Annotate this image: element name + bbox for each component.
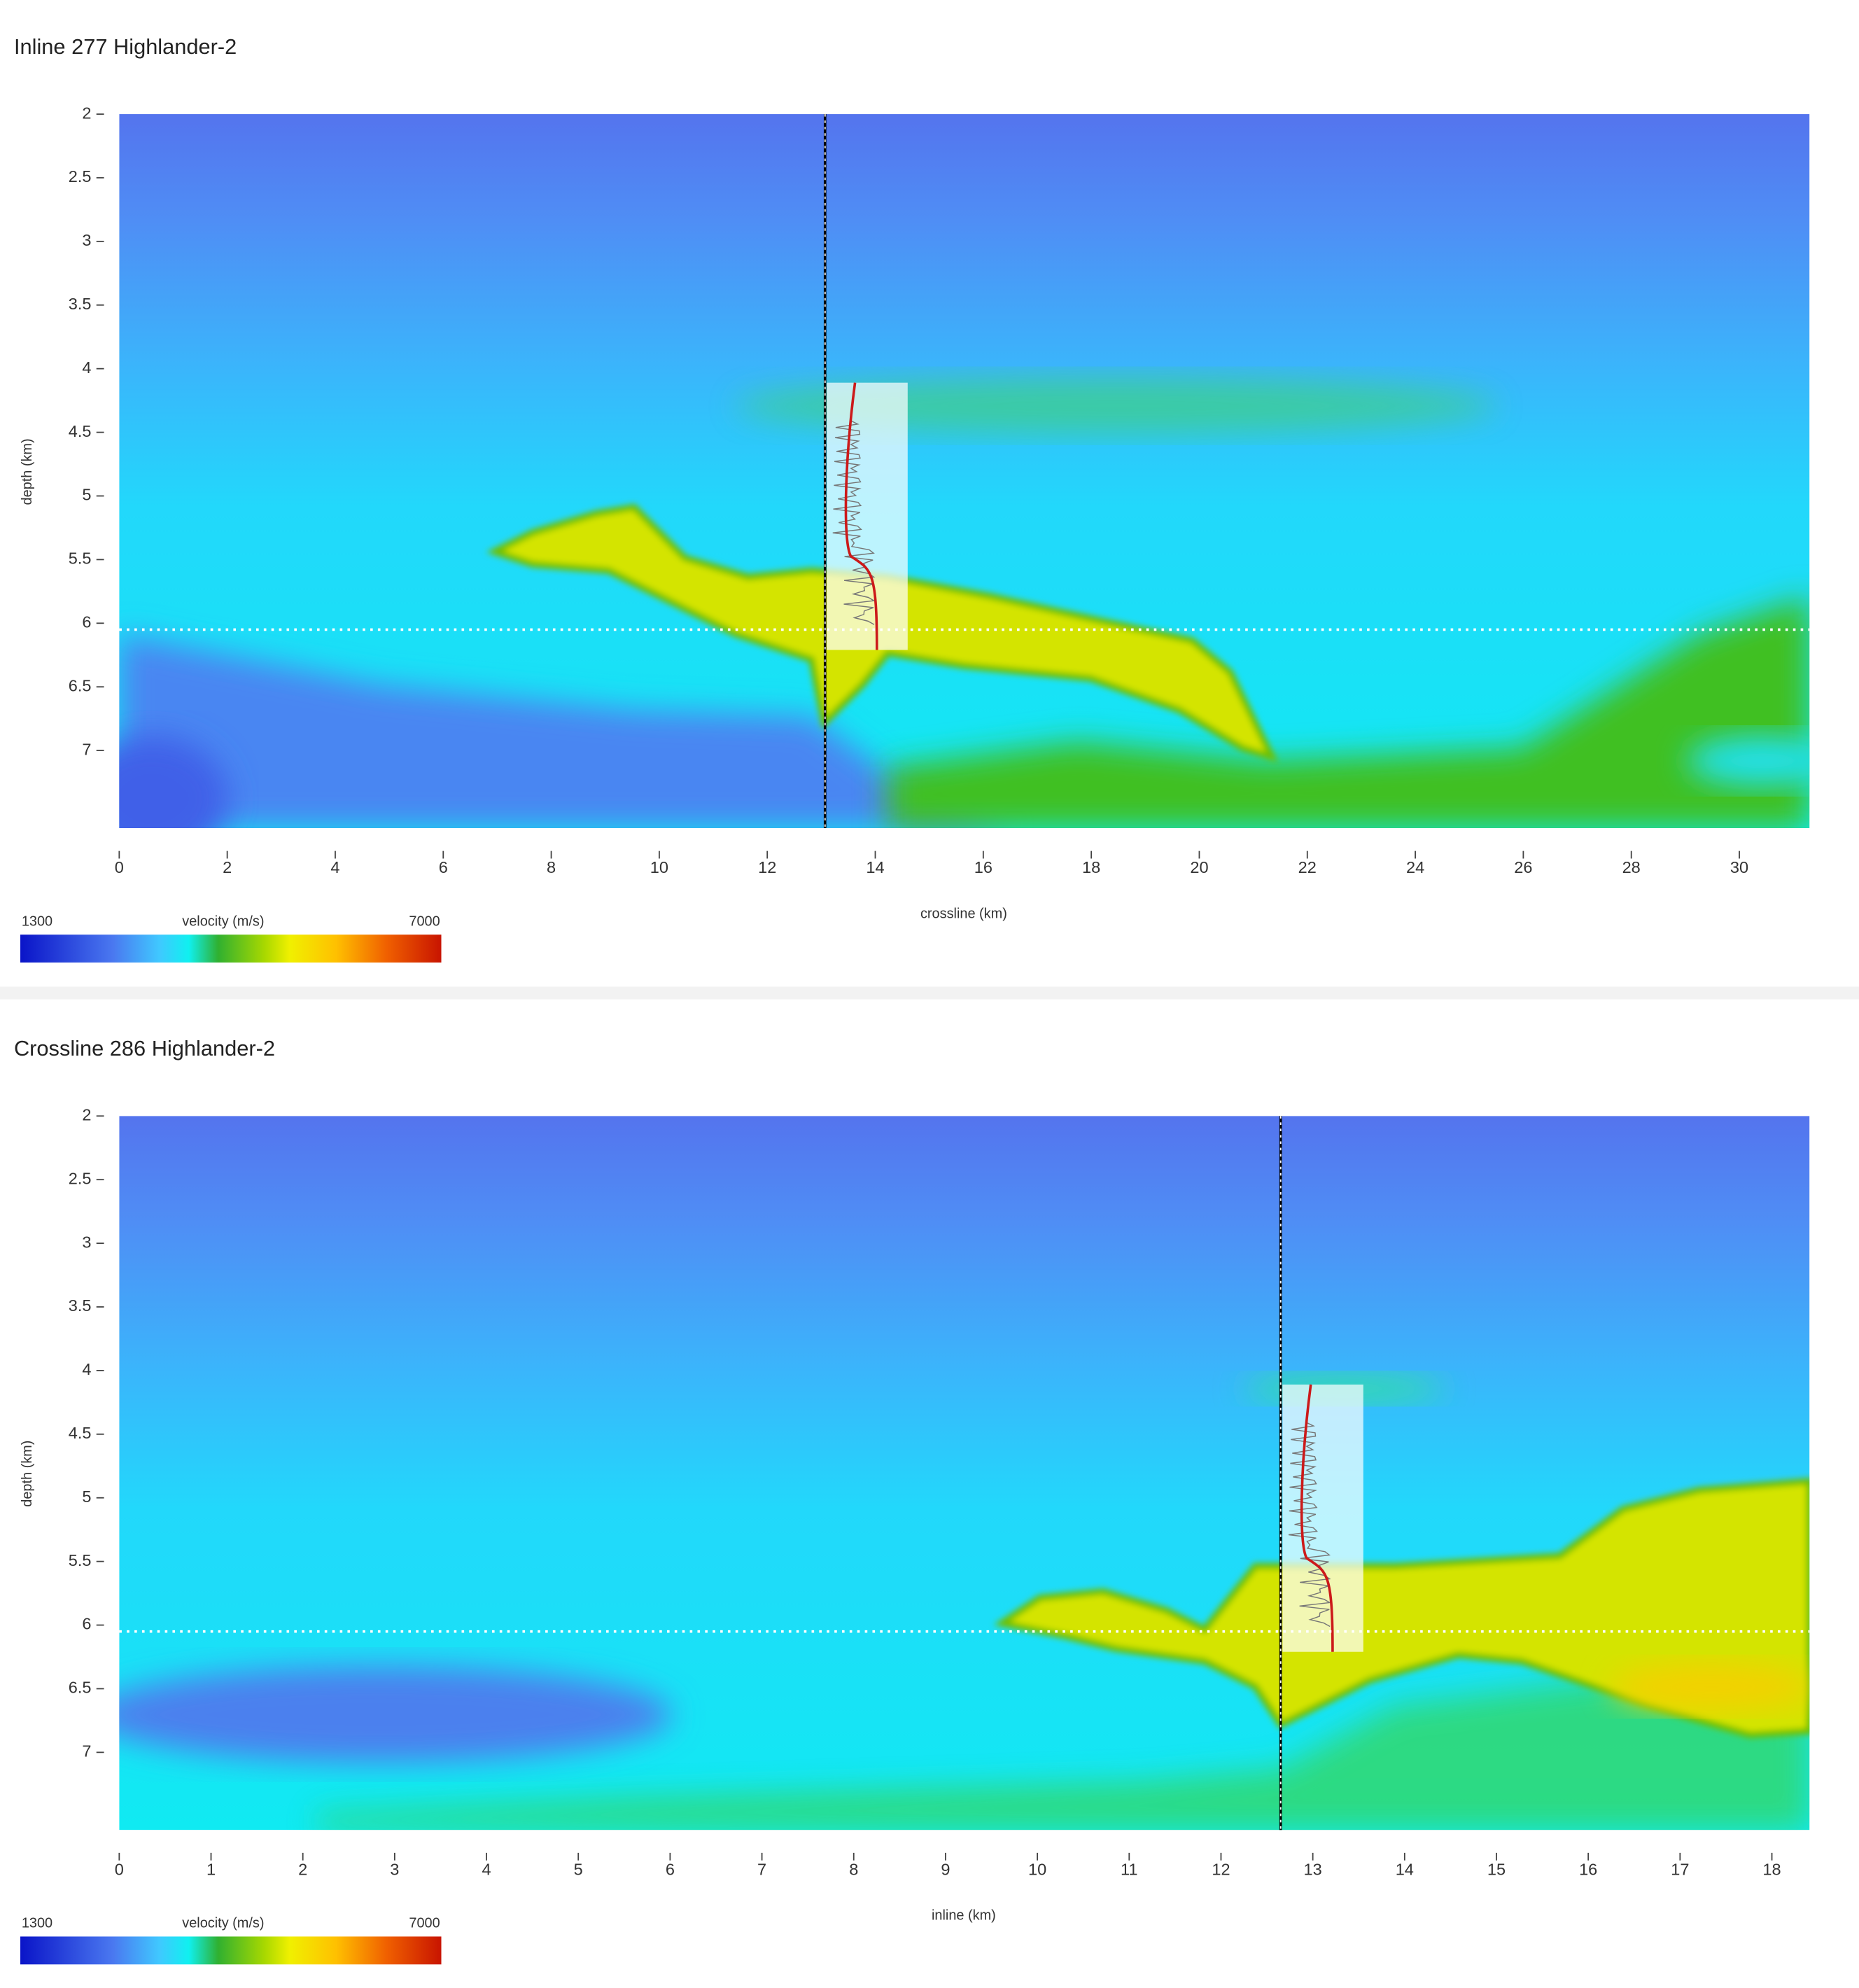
x-tick-label: 3 bbox=[390, 1860, 399, 1878]
y-tick-label: 2.5 bbox=[69, 1169, 92, 1187]
x-tick-label: 4 bbox=[330, 858, 339, 876]
colorbar bbox=[20, 934, 442, 963]
x-tick-label: 4 bbox=[482, 1860, 491, 1878]
x-tick-label: 28 bbox=[1622, 858, 1641, 876]
colorbar-min: 1300 bbox=[22, 913, 52, 929]
x-tick-label: 1 bbox=[206, 1860, 216, 1878]
y-tick-label: 6.5 bbox=[69, 1679, 92, 1697]
x-tick-label: 10 bbox=[1028, 1860, 1046, 1878]
y-tick-label: 5.5 bbox=[69, 1551, 92, 1569]
x-tick-label: 30 bbox=[1730, 858, 1748, 876]
y-tick-label: 3.5 bbox=[69, 1296, 92, 1315]
x-tick-label: 9 bbox=[941, 1860, 950, 1878]
x-tick-label: 15 bbox=[1487, 1860, 1506, 1878]
y-tick-label: 6.5 bbox=[69, 676, 92, 694]
x-tick-label: 0 bbox=[115, 1860, 124, 1878]
x-tick-label: 2 bbox=[298, 1860, 307, 1878]
colorbar bbox=[20, 1936, 442, 1965]
y-tick-label: 4 bbox=[82, 358, 91, 377]
x-tick-label: 10 bbox=[650, 858, 668, 876]
colorbar-title: velocity (m/s) bbox=[182, 913, 264, 929]
x-tick-label: 2 bbox=[223, 858, 232, 876]
x-tick-label: 12 bbox=[1212, 1860, 1230, 1878]
y-tick-label: 4 bbox=[82, 1360, 91, 1378]
x-tick-label: 6 bbox=[439, 858, 448, 876]
x-tick-label: 16 bbox=[974, 858, 992, 876]
x-tick-label: 16 bbox=[1579, 1860, 1597, 1878]
chart-panel: Crossline 286 Highlander-2 2 2.5 3 3.5 4 4.5 5 5… bbox=[14, 1036, 1810, 1965]
y-tick-label: 6 bbox=[82, 1615, 91, 1633]
y-tick-label: 7 bbox=[82, 1742, 91, 1760]
heatmap bbox=[119, 114, 1810, 829]
colorbar-max: 7000 bbox=[409, 1916, 440, 1931]
chart-title: Inline 277 Highlander-2 bbox=[14, 34, 237, 59]
y-tick-label: 3 bbox=[82, 1233, 91, 1251]
x-tick-label: 17 bbox=[1671, 1860, 1689, 1878]
x-tick-label: 14 bbox=[866, 858, 884, 876]
x-tick-label: 26 bbox=[1514, 858, 1532, 876]
y-tick-label: 5 bbox=[82, 1488, 91, 1506]
y-tick-label: 3 bbox=[82, 231, 91, 249]
x-tick-label: 8 bbox=[849, 1860, 858, 1878]
colorbar-max: 7000 bbox=[409, 913, 440, 929]
heatmap bbox=[119, 1116, 1810, 1830]
x-tick-label: 12 bbox=[758, 858, 776, 876]
x-tick-label: 24 bbox=[1406, 858, 1424, 876]
y-tick-label: 7 bbox=[82, 740, 91, 758]
y-tick-label: 5 bbox=[82, 486, 91, 504]
x-tick-label: 8 bbox=[547, 858, 556, 876]
x-axis-label: inline (km) bbox=[932, 1908, 996, 1924]
y-tick-label: 2 bbox=[82, 104, 91, 122]
y-tick-label: 2 bbox=[82, 1106, 91, 1124]
x-tick-label: 13 bbox=[1304, 1860, 1322, 1878]
separator bbox=[0, 986, 1859, 1000]
x-tick-label: 18 bbox=[1762, 1860, 1781, 1878]
x-tick-label: 11 bbox=[1121, 1860, 1137, 1878]
y-tick-label: 4.5 bbox=[69, 1424, 92, 1442]
x-tick-label: 5 bbox=[574, 1860, 583, 1878]
velocity-log bbox=[844, 382, 878, 650]
x-tick-label: 18 bbox=[1082, 858, 1100, 876]
x-tick-label: 0 bbox=[115, 858, 124, 876]
x-tick-label: 7 bbox=[757, 1860, 766, 1878]
y-tick-label: 3.5 bbox=[69, 295, 92, 313]
well-log-trace bbox=[832, 420, 876, 625]
y-axis-label: depth (km) bbox=[20, 1441, 35, 1507]
chart-title: Crossline 286 Highlander-2 bbox=[14, 1036, 275, 1060]
y-tick-label: 6 bbox=[82, 613, 91, 631]
x-tick-label: 14 bbox=[1396, 1860, 1414, 1878]
x-tick-label: 22 bbox=[1298, 858, 1317, 876]
x-tick-label: 20 bbox=[1190, 858, 1208, 876]
well-log-trace bbox=[1288, 1422, 1331, 1628]
chart-panel: Inline 277 Highlander-2 2 2.5 3 3.5 4 4.5 5 5.5 6… bbox=[14, 34, 1810, 963]
colorbar-title: velocity (m/s) bbox=[182, 1916, 264, 1931]
y-tick-label: 4.5 bbox=[69, 422, 92, 440]
colorbar-min: 1300 bbox=[22, 1916, 52, 1931]
y-tick-label: 5.5 bbox=[69, 550, 92, 568]
velocity-log bbox=[1300, 1384, 1334, 1652]
x-tick-label: 6 bbox=[666, 1860, 675, 1878]
y-axis-label: depth (km) bbox=[20, 438, 35, 505]
y-tick-label: 2.5 bbox=[69, 167, 92, 186]
x-axis-label: crossline (km) bbox=[920, 906, 1007, 921]
